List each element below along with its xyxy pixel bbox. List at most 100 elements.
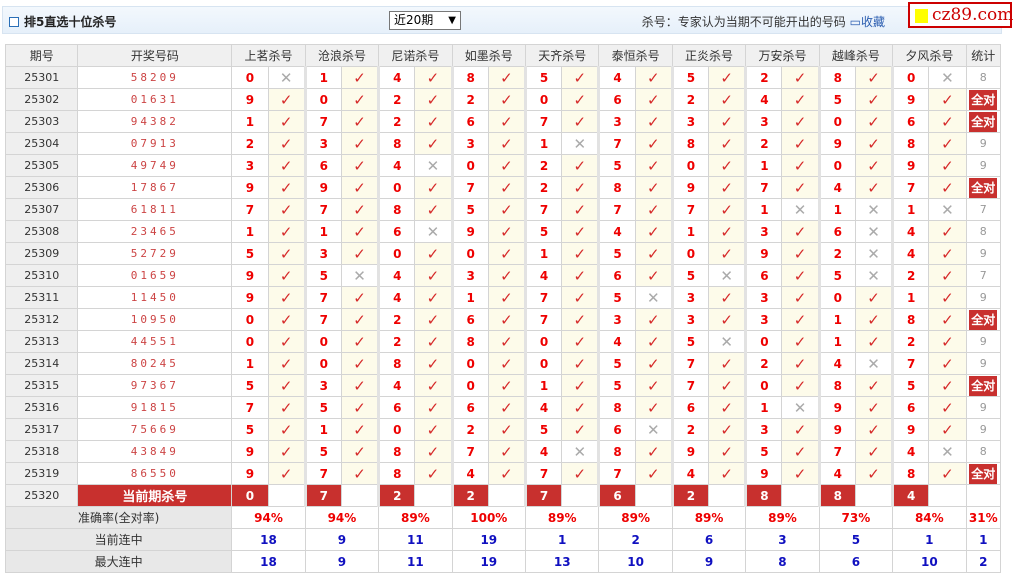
summary-value: 89% bbox=[598, 506, 673, 529]
kill-number: 8 bbox=[891, 462, 930, 485]
check-icon: ✓ bbox=[708, 220, 747, 243]
kill-number: 2 bbox=[891, 264, 930, 287]
check-icon: ✓ bbox=[634, 66, 673, 89]
logo-square-icon bbox=[915, 9, 928, 23]
check-icon: ✓ bbox=[854, 440, 894, 463]
check-icon: ✓ bbox=[854, 418, 894, 441]
kill-number: 6 bbox=[450, 308, 489, 331]
check-icon: ✓ bbox=[414, 286, 453, 309]
empty-cell bbox=[708, 484, 747, 507]
check-icon: ✓ bbox=[340, 462, 380, 485]
summary-value: 89% bbox=[671, 506, 747, 529]
table-row: 25317 75669 5 ✓ 1 ✓ 0 ✓ 2 ✓ 5 ✓ 6 ✕ 2 ✓ 3 ✓ 9 ✓ 9 ✓ 9 bbox=[4, 418, 1002, 441]
summary-row: 当前连中 18 9 11 19 1 2 6 3 5 1 1 bbox=[4, 528, 1002, 551]
current-kill-number: 6 bbox=[597, 484, 636, 507]
kill-number: 7 bbox=[231, 198, 269, 221]
kill-number: 1 bbox=[231, 110, 269, 133]
check-icon: ✓ bbox=[487, 330, 527, 353]
check-icon: ✓ bbox=[414, 374, 453, 397]
check-icon: ✓ bbox=[340, 154, 380, 177]
stat-cell: 全对 bbox=[965, 462, 1002, 485]
period-cell: 25309 bbox=[4, 242, 79, 265]
check-icon: ✓ bbox=[708, 374, 747, 397]
check-icon: ✓ bbox=[340, 440, 380, 463]
kill-number: 5 bbox=[817, 88, 856, 111]
kill-number: 6 bbox=[377, 396, 416, 419]
all-correct-badge: 全对 bbox=[969, 177, 998, 198]
header-expert: 上茗杀号 bbox=[231, 44, 306, 67]
kill-number: 4 bbox=[670, 462, 710, 485]
kill-number: 4 bbox=[523, 440, 563, 463]
kill-number: 3 bbox=[670, 110, 710, 133]
kill-number: 6 bbox=[597, 264, 636, 287]
check-icon: ✓ bbox=[487, 198, 527, 221]
favorite-text: 收藏 bbox=[860, 15, 885, 29]
check-icon: ✓ bbox=[928, 154, 967, 177]
kill-number: 2 bbox=[817, 242, 856, 265]
empty-cell bbox=[634, 484, 673, 507]
draw-number-cell: 58209 bbox=[77, 66, 233, 89]
check-icon: ✓ bbox=[267, 154, 306, 177]
kill-number: 2 bbox=[744, 66, 783, 89]
kill-number: 3 bbox=[303, 242, 342, 265]
check-icon: ✓ bbox=[781, 66, 820, 89]
header-draw: 开奖号码 bbox=[77, 44, 233, 67]
kill-number: 9 bbox=[891, 418, 930, 441]
header-expert: 夕风杀号 bbox=[892, 44, 967, 67]
kill-number: 7 bbox=[303, 308, 342, 331]
kill-number: 4 bbox=[817, 176, 856, 199]
draw-number-cell: 11450 bbox=[77, 286, 233, 309]
kill-number: 5 bbox=[303, 264, 342, 287]
kill-number: 5 bbox=[597, 352, 636, 375]
check-icon: ✓ bbox=[854, 330, 894, 353]
current-kill-number: 0 bbox=[231, 484, 269, 507]
check-icon: ✓ bbox=[414, 132, 453, 155]
check-icon: ✓ bbox=[267, 352, 306, 375]
summary-value: 13 bbox=[524, 550, 600, 573]
kill-number: 1 bbox=[231, 352, 269, 375]
period-cell: 25307 bbox=[4, 198, 79, 221]
check-icon: ✓ bbox=[781, 132, 820, 155]
summary-value: 6 bbox=[818, 550, 894, 573]
check-icon: ✓ bbox=[267, 242, 306, 265]
kill-number: 0 bbox=[670, 154, 710, 177]
title-text: 排5直选十位杀号 bbox=[24, 15, 117, 29]
stat-cell: 全对 bbox=[965, 308, 1002, 331]
check-icon: ✓ bbox=[928, 308, 967, 331]
table-row: 25315 97367 5 ✓ 3 ✓ 4 ✓ 0 ✓ 1 ✓ 5 ✓ 7 ✓ 0 ✓ 8 ✓ 5 ✓ 全对 bbox=[4, 374, 1002, 397]
kill-number: 1 bbox=[523, 242, 563, 265]
summary-value: 1 bbox=[892, 528, 967, 551]
period-cell: 25310 bbox=[4, 264, 79, 287]
check-icon: ✓ bbox=[267, 308, 306, 331]
header-bar: 排5直选十位杀号 近20期 ▼ 杀号：专家认为当期不可能开出的号码 ▭收藏 bbox=[2, 6, 1002, 34]
check-icon: ✓ bbox=[414, 330, 453, 353]
check-icon: ✓ bbox=[561, 66, 600, 89]
kill-number: 5 bbox=[231, 242, 269, 265]
check-icon: ✓ bbox=[708, 242, 747, 265]
check-icon: ✓ bbox=[340, 396, 380, 419]
kill-number: 6 bbox=[817, 220, 856, 243]
period-select[interactable]: 近20期 ▼ bbox=[389, 11, 461, 30]
period-cell: 25313 bbox=[4, 330, 79, 353]
kill-number: 0 bbox=[744, 374, 783, 397]
kill-number: 1 bbox=[817, 308, 856, 331]
kill-number: 1 bbox=[670, 220, 710, 243]
table-row: 25316 91815 7 ✓ 5 ✓ 6 ✓ 6 ✓ 4 ✓ 8 ✓ 6 ✓ 1 ✕ 9 ✓ 6 ✓ 9 bbox=[4, 396, 1002, 419]
header-expert: 正炎杀号 bbox=[671, 44, 747, 67]
check-icon: ✓ bbox=[487, 462, 527, 485]
check-icon: ✓ bbox=[561, 352, 600, 375]
cross-icon: ✕ bbox=[854, 198, 894, 221]
current-kill-number: 7 bbox=[303, 484, 342, 507]
header-expert: 万安杀号 bbox=[745, 44, 820, 67]
cross-icon: ✕ bbox=[634, 418, 673, 441]
table-row: 25318 43849 9 ✓ 5 ✓ 8 ✓ 7 ✓ 4 ✕ 8 ✓ 9 ✓ 5 ✓ 7 ✓ 4 ✕ 8 bbox=[4, 440, 1002, 463]
kill-number: 1 bbox=[303, 220, 342, 243]
favorite-link[interactable]: ▭收藏 bbox=[850, 15, 885, 29]
kill-number: 5 bbox=[597, 374, 636, 397]
draw-number-cell: 52729 bbox=[77, 242, 233, 265]
summary-label: 当前连中 bbox=[4, 528, 233, 551]
check-icon: ✓ bbox=[928, 242, 967, 265]
check-icon: ✓ bbox=[634, 440, 673, 463]
table-row: 25308 23465 1 ✓ 1 ✓ 6 ✕ 9 ✓ 5 ✓ 4 ✓ 1 ✓ 3 ✓ 6 ✕ 4 ✓ 8 bbox=[4, 220, 1002, 243]
check-icon: ✓ bbox=[781, 462, 820, 485]
